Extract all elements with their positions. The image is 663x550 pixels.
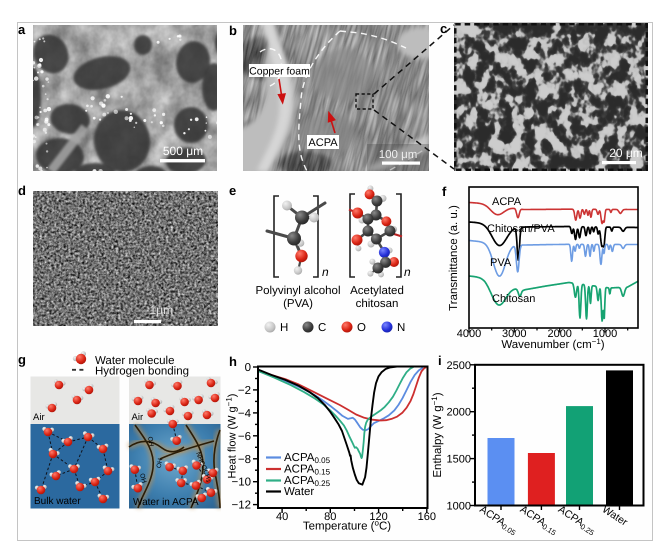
svg-text:2000: 2000	[547, 328, 571, 340]
svg-text:40: 40	[276, 511, 288, 523]
svg-text:Polyvinyl alcohol: Polyvinyl alcohol	[255, 285, 340, 297]
svg-text:chitosan: chitosan	[356, 298, 399, 310]
svg-text:OH: OH	[146, 436, 155, 447]
svg-text:−10: −10	[231, 477, 251, 489]
svg-text:0: 0	[245, 362, 251, 374]
svg-text:−12: −12	[231, 500, 251, 512]
svg-text:1μm: 1μm	[150, 303, 174, 317]
svg-text:Chitosan/PVA: Chitosan/PVA	[487, 223, 555, 235]
svg-text:ACPA0.25: ACPA0.25	[555, 503, 598, 537]
svg-text:ACPA: ACPA	[308, 137, 338, 149]
svg-text:1500: 1500	[447, 454, 471, 466]
svg-text:ACPA0.05: ACPA0.05	[477, 503, 520, 537]
svg-text:Water molecule: Water molecule	[95, 355, 174, 367]
svg-text:C: C	[318, 322, 326, 334]
svg-text:ACPA: ACPA	[492, 196, 522, 208]
svg-text:N: N	[397, 322, 405, 334]
svg-text:ACPA0.15: ACPA0.15	[517, 503, 560, 537]
svg-text:(PVA): (PVA)	[283, 298, 313, 310]
svg-text:ACPA0.05: ACPA0.05	[284, 452, 331, 465]
svg-text:−4: −4	[238, 408, 252, 420]
svg-text:PVA: PVA	[490, 257, 512, 269]
svg-text:H: H	[280, 322, 288, 334]
svg-text:Transmittance (a. u.): Transmittance (a. u.)	[448, 205, 460, 311]
svg-text:Heat flow (W g−1): Heat flow (W g−1)	[224, 394, 239, 479]
svg-text:20 μm: 20 μm	[609, 146, 643, 160]
svg-text:160: 160	[418, 511, 436, 523]
svg-text:500 μm: 500 μm	[163, 144, 203, 158]
svg-text:Air: Air	[132, 412, 144, 423]
svg-text:2000: 2000	[447, 407, 471, 419]
svg-text:80: 80	[324, 511, 336, 523]
svg-text:Temperature (oC): Temperature (oC)	[303, 518, 391, 533]
svg-text:Water: Water	[600, 503, 630, 528]
svg-text:n: n	[322, 265, 329, 279]
svg-text:120: 120	[369, 511, 387, 523]
svg-text:O: O	[357, 322, 366, 334]
svg-text:4000: 4000	[457, 328, 481, 340]
svg-text:3000: 3000	[502, 328, 526, 340]
svg-text:HO: HO	[154, 458, 163, 469]
svg-text:−8: −8	[238, 454, 251, 466]
svg-text:Water in ACPA: Water in ACPA	[133, 497, 199, 508]
svg-text:OH: OH	[138, 473, 147, 485]
svg-text:−2: −2	[238, 385, 251, 397]
svg-text:ACPA0.15: ACPA0.15	[284, 464, 331, 477]
svg-text:ACPA0.25: ACPA0.25	[284, 475, 331, 488]
svg-text:Chitosan: Chitosan	[492, 293, 535, 305]
svg-text:1000: 1000	[593, 328, 617, 340]
svg-text:Bulk water: Bulk water	[34, 496, 81, 507]
svg-text:−6: −6	[238, 431, 251, 443]
svg-text:Wavenumber (cm−1): Wavenumber (cm−1)	[501, 337, 604, 352]
svg-text:n: n	[404, 265, 411, 279]
svg-text:Acetylated: Acetylated	[350, 285, 404, 297]
svg-text:2500: 2500	[447, 360, 471, 372]
svg-text:Copper foam: Copper foam	[249, 66, 310, 78]
svg-text:Enthalpy (W g−1): Enthalpy (W g−1)	[430, 392, 445, 477]
svg-text:1000: 1000	[447, 501, 471, 513]
svg-text:Hydrogen bonding: Hydrogen bonding	[95, 366, 189, 378]
svg-text:Air: Air	[33, 412, 45, 423]
svg-text:Water: Water	[284, 486, 314, 498]
